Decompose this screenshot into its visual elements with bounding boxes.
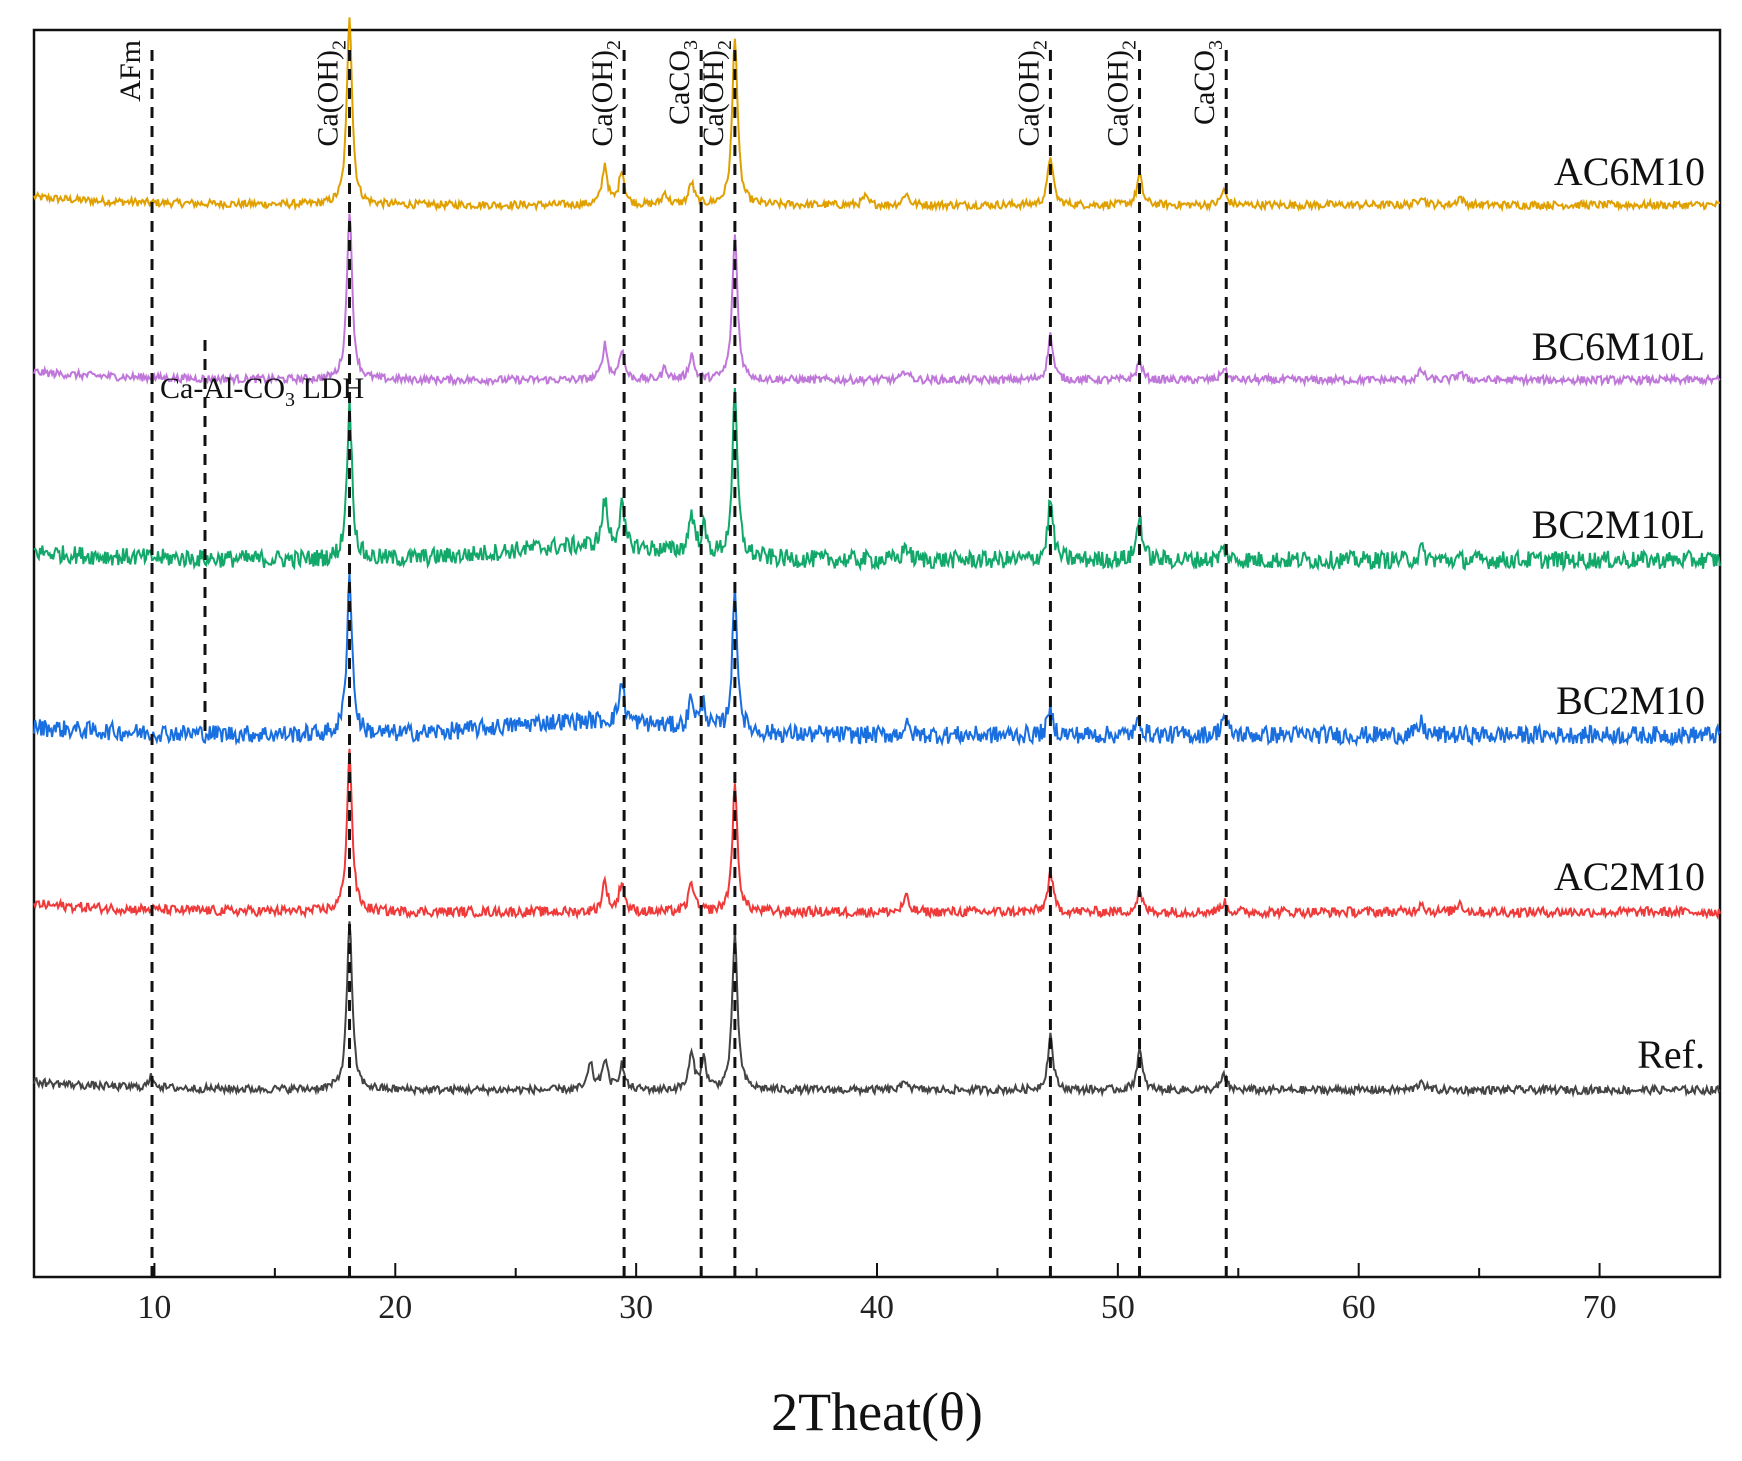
series-label: AC6M10 [1554,149,1705,194]
x-tick-label: 50 [1101,1289,1135,1326]
phase-label: CaCO3 [663,40,702,125]
series-label: BC2M10L [1532,502,1705,547]
phase-label: Ca(OH)2 [1102,40,1141,147]
series-label: Ref. [1637,1032,1705,1077]
phase-label: Ca(OH)2 [586,40,625,147]
phase-label: Ca(OH)2 [697,40,736,147]
x-tick-label: 20 [378,1289,412,1326]
x-tick-label: 60 [1342,1289,1376,1326]
x-tick-label: 70 [1583,1289,1617,1326]
series-line-ref [33,921,1721,1098]
ldh-label: Ca-Al-CO3 LDH [160,372,364,411]
phase-label: AFm [114,40,147,102]
x-axis-title: 2Theat(θ) [771,1382,983,1442]
x-tick-label: 10 [137,1289,171,1326]
series-line-ac6m10 [33,17,1720,213]
series-line-bc2m10l [33,388,1721,573]
phase-label: Ca(OH)2 [1012,40,1051,147]
series-traces [33,17,1721,1098]
reference-lines: AFm Ca(OH)2Ca(OH)2CaCO3Ca(OH)2Ca(OH)2Ca(O… [114,40,1228,1277]
x-tick-label: 30 [619,1289,653,1326]
phase-label: CaCO3 [1188,40,1227,125]
x-axis-ticks: 10 20 30 40 50 60 70 [33,1263,1721,1326]
phase-label: Ca(OH)2 [312,40,351,147]
series-line-ac2m10 [33,748,1721,921]
series-labels: AC6M10 BC6M10L BC2M10L BC2M10 AC2M10 Ref. [1532,149,1705,1077]
series-label: AC2M10 [1554,854,1705,899]
series-label: BC6M10L [1532,324,1705,369]
series-line-bc6m10l [33,213,1721,388]
x-tick-label: 40 [860,1289,894,1326]
series-label: BC2M10 [1556,678,1705,723]
series-line-bc2m10 [33,572,1721,748]
